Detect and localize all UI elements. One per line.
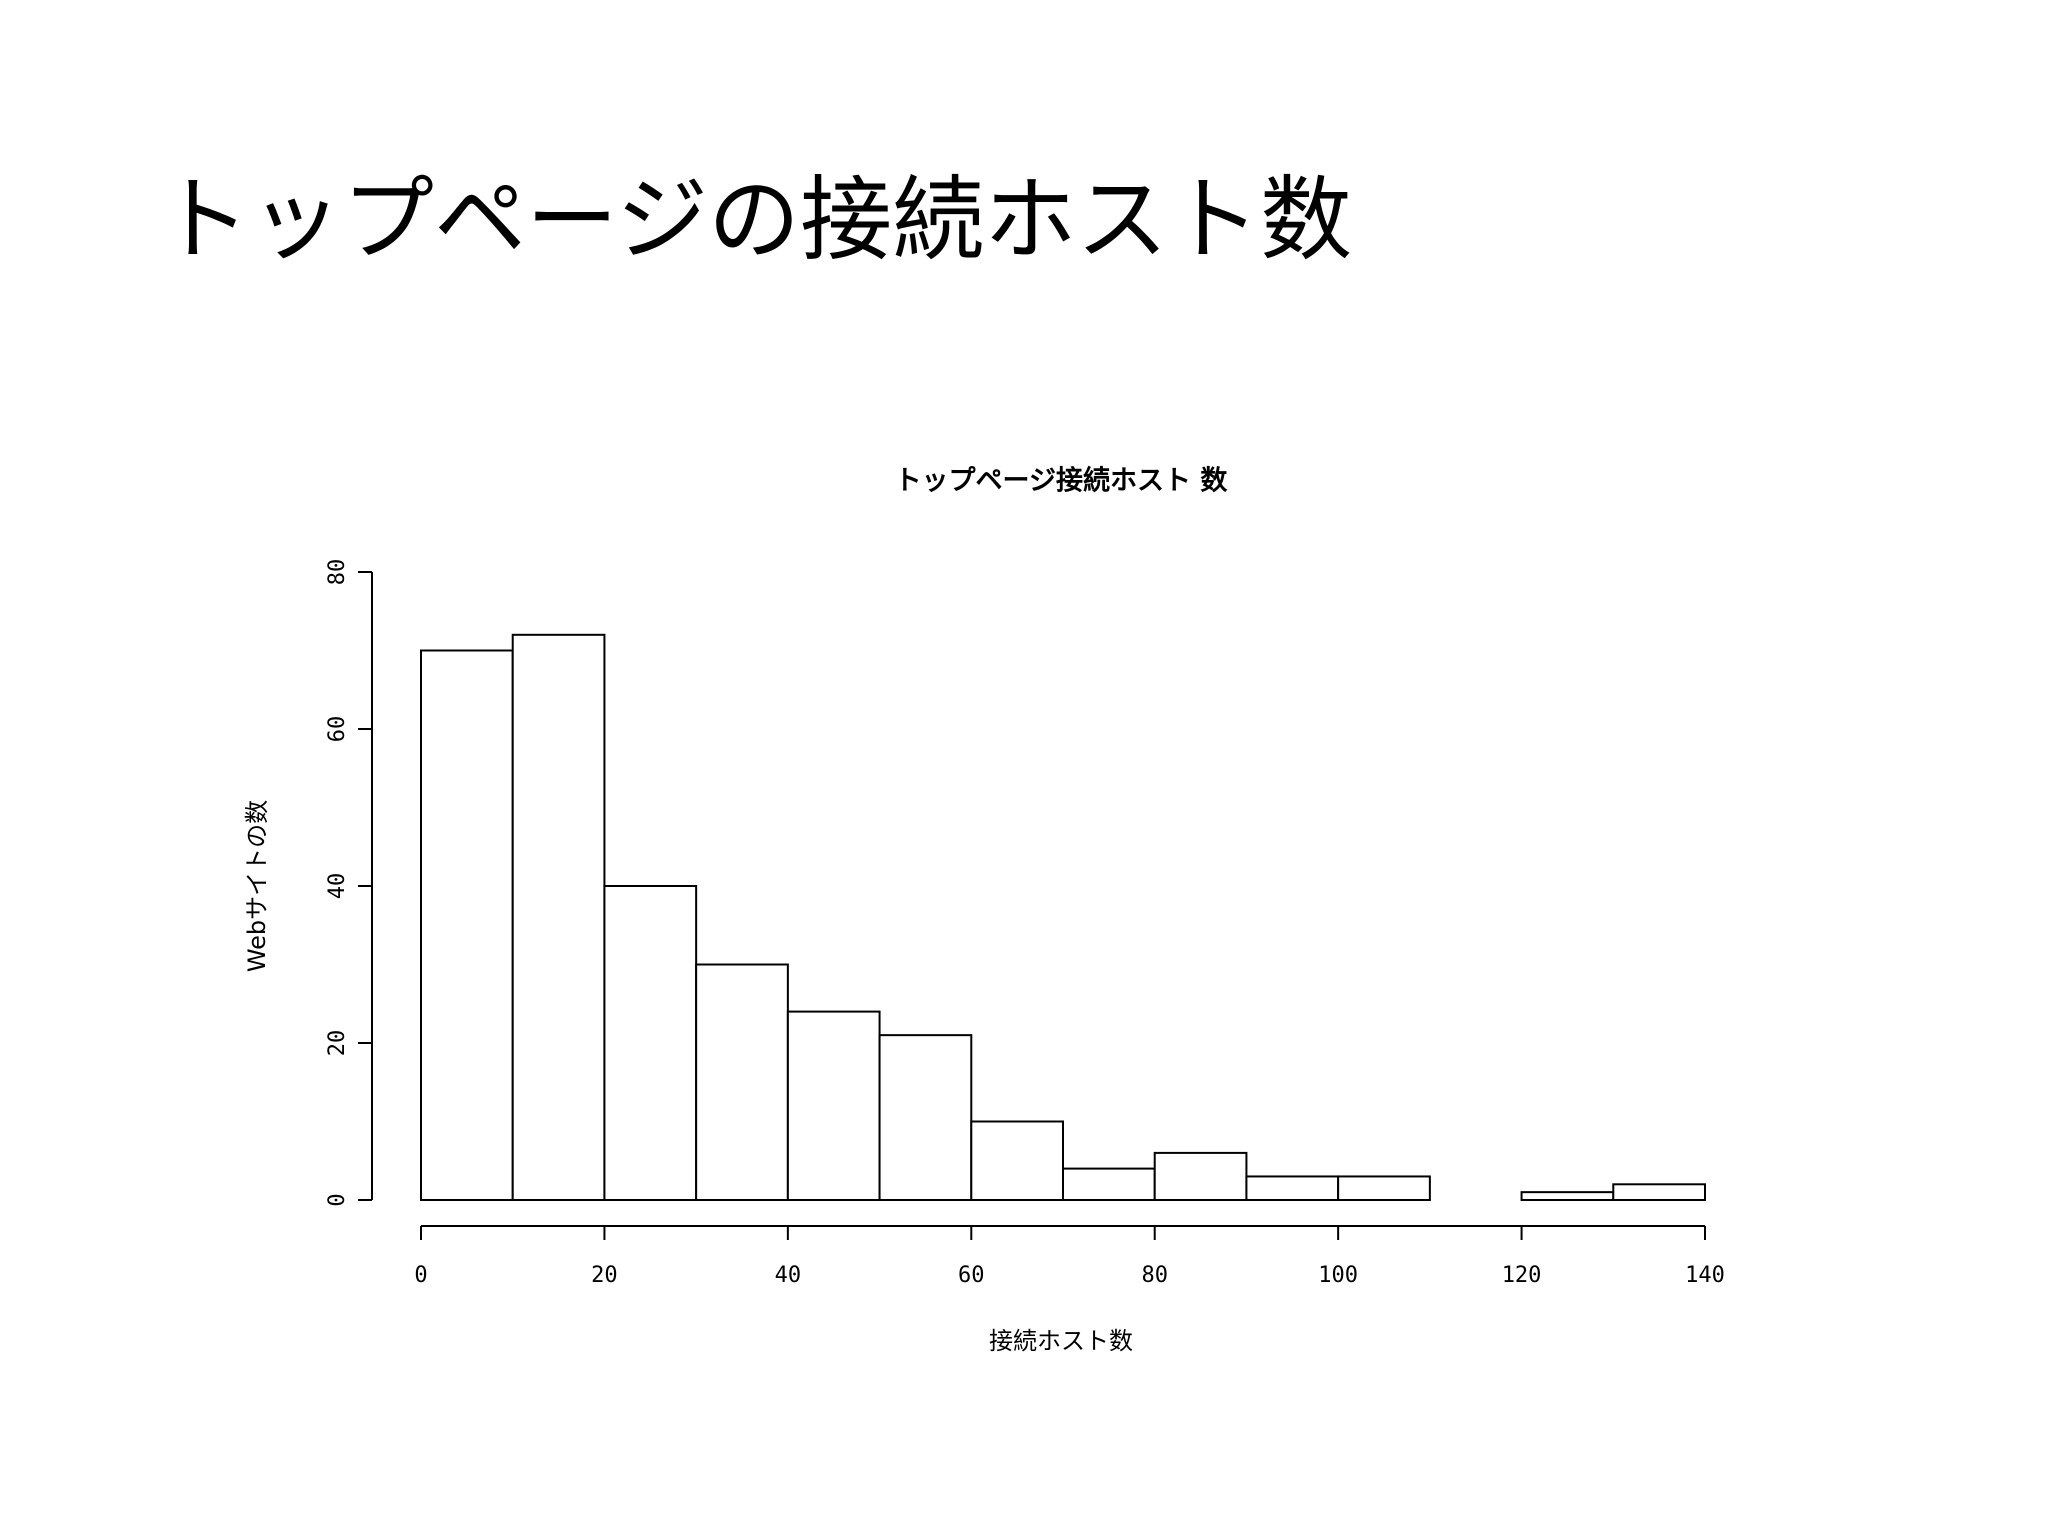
slide-title: トップページの接続ホスト数 <box>158 166 1352 273</box>
x-tick-label: 0 <box>414 1263 427 1288</box>
bar <box>1153 1151 1248 1202</box>
bar <box>1520 1191 1615 1202</box>
bar <box>695 963 789 1201</box>
bar <box>1245 1175 1340 1201</box>
bar <box>1337 1175 1431 1201</box>
bar <box>603 885 698 1201</box>
x-tick-label: 120 <box>1502 1263 1542 1288</box>
bar <box>420 649 514 1201</box>
x-axis-label: 接続ホスト数 <box>989 1327 1133 1355</box>
y-tick-label: 40 <box>325 873 350 900</box>
x-tick-label: 40 <box>775 1263 802 1288</box>
y-tick-label: 60 <box>325 716 350 743</box>
y-tick-label: 20 <box>325 1030 350 1057</box>
y-tick-label: 80 <box>325 559 350 586</box>
bar <box>878 1034 973 1202</box>
x-tick-label: 60 <box>958 1263 985 1288</box>
x-tick-label: 80 <box>1141 1263 1168 1288</box>
y-tick-label: 0 <box>325 1193 350 1206</box>
bar <box>970 1120 1064 1201</box>
x-tick-label: 100 <box>1318 1263 1358 1288</box>
x-tick-label: 140 <box>1685 1263 1725 1288</box>
y-axis-label: Webサイトの数 <box>243 800 271 972</box>
bar <box>786 1010 881 1201</box>
x-tick-label: 20 <box>591 1263 618 1288</box>
bar <box>1062 1167 1156 1201</box>
chart-title: トップページ接続ホスト 数 <box>895 466 1229 497</box>
bar <box>1612 1183 1707 1202</box>
bar <box>511 633 606 1201</box>
